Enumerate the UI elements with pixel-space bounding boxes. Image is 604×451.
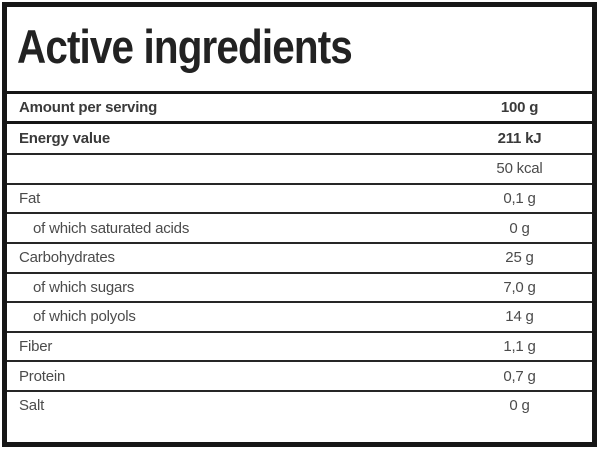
table-title: Active ingredients (17, 19, 353, 73)
row-value: 100 g (500, 98, 539, 116)
row-label: Fat (19, 190, 41, 208)
row-label: of which sugars (33, 278, 135, 296)
row-carbohydrates: Carbohydrates 25 g (7, 241, 592, 272)
row-value: 1,1 g (503, 338, 536, 356)
row-value: 211 kJ (497, 129, 542, 147)
row-label: Carbohydrates (19, 249, 115, 267)
row-label: of which saturated acids (33, 219, 190, 237)
row-value: 0,7 g (503, 367, 536, 385)
row-value: 50 kcal (496, 160, 543, 178)
row-value: 7,0 g (503, 278, 536, 296)
row-protein: Protein 0,7 g (7, 360, 592, 390)
row-value: 0 g (509, 219, 530, 237)
row-sugars: of which sugars 7,0 g (7, 271, 592, 302)
row-label: Fiber (19, 338, 53, 356)
row-energy-value-kj: Energy value 211 kJ (7, 124, 592, 154)
row-label: Energy value (19, 129, 110, 147)
row-label: Protein (19, 367, 66, 385)
nutrition-table: Active ingredients Amount per serving 10… (2, 2, 597, 447)
row-saturated-acids: of which saturated acids 0 g (7, 212, 592, 242)
row-fat: Fat 0,1 g (7, 182, 592, 213)
row-value: 0,1 g (503, 190, 536, 208)
row-fiber: Fiber 1,1 g (7, 330, 592, 361)
row-value: 14 g (505, 308, 534, 326)
table-title-section: Active ingredients (7, 7, 592, 94)
row-salt: Salt 0 g (7, 389, 592, 420)
row-label: Salt (19, 397, 45, 415)
row-value: 25 g (505, 249, 534, 267)
row-energy-value-kcal: 50 kcal (7, 153, 592, 183)
row-label: Amount per serving (19, 98, 158, 116)
row-label: of which polyols (33, 308, 136, 326)
row-value: 0 g (509, 397, 530, 415)
row-amount-per-serving: Amount per serving 100 g (7, 94, 592, 124)
row-polyols: of which polyols 14 g (7, 301, 592, 331)
